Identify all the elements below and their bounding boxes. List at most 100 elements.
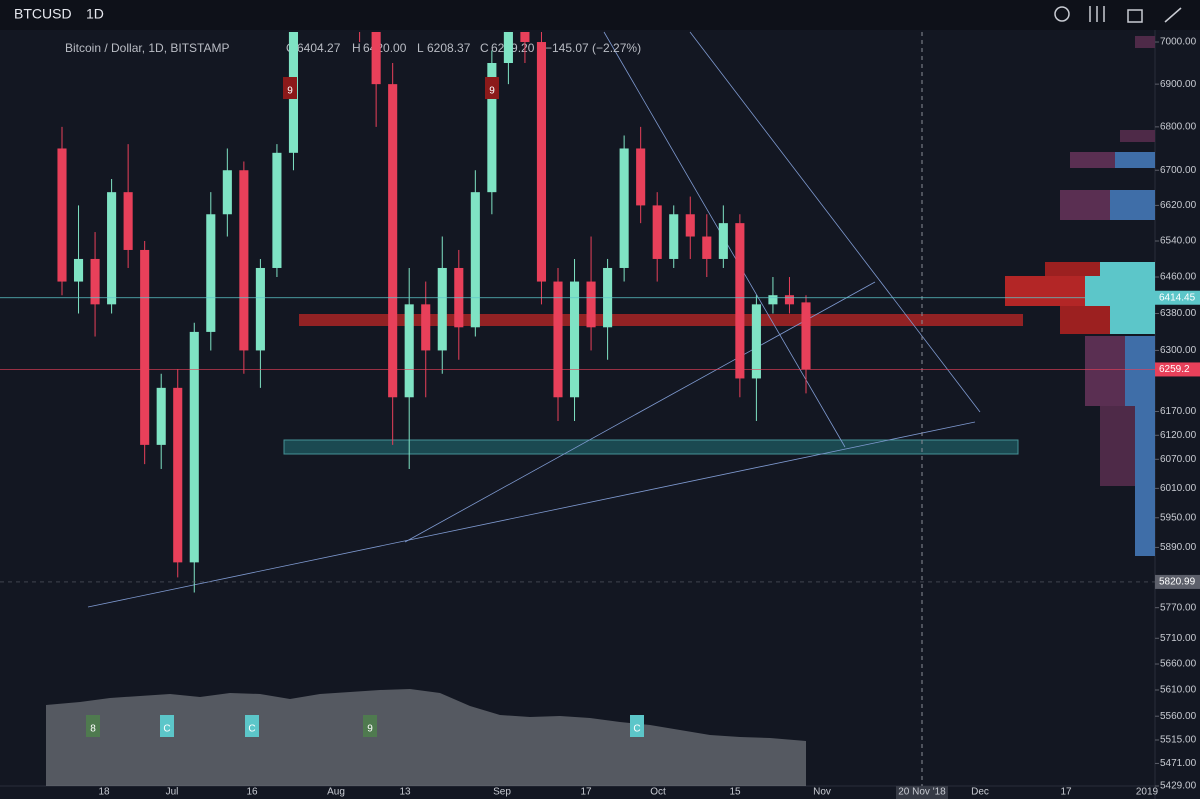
candle-body: [503, 32, 513, 64]
y-tick-label: 6900.00: [1160, 79, 1197, 90]
volume-profile: [1005, 36, 1155, 556]
y-tick-label: 6800.00: [1160, 122, 1197, 133]
candle-body: [669, 214, 679, 259]
signal-box: [485, 77, 499, 99]
y-tick-label: 6540.00: [1160, 236, 1197, 247]
price-tag: [1155, 290, 1200, 305]
legend-title: Bitcoin / Dollar, 1D, BITSTAMP: [65, 41, 230, 55]
x-tick-label: Dec: [971, 787, 989, 798]
lock-icon[interactable]: [1127, 9, 1143, 23]
support-zone[interactable]: [283, 439, 1019, 455]
legend-value: 6420.00: [363, 41, 407, 55]
signal-box: [245, 715, 259, 737]
y-tick-label: 5515.00: [1160, 735, 1197, 746]
y-tick-label: 6620.00: [1160, 200, 1197, 211]
candle-body: [536, 42, 547, 282]
x-tick-label: Jul: [166, 787, 179, 798]
price-label: 5820.99: [1159, 577, 1196, 588]
y-tick-label: 5560.00: [1160, 711, 1197, 722]
candle-body: [189, 331, 199, 563]
y-tick-label: 6010.00: [1160, 483, 1197, 494]
y-tick-label: 6300.00: [1160, 345, 1197, 356]
candle-body: [239, 170, 249, 351]
candle-body: [487, 63, 497, 193]
candle-body: [222, 170, 232, 215]
candle-body: [553, 281, 563, 398]
price-tag: [1155, 362, 1200, 377]
y-tick-label: 5950.00: [1160, 512, 1197, 523]
candle-body: [569, 281, 580, 398]
x-tick-label: 20 Nov '18: [898, 787, 946, 798]
candle-body: [388, 84, 398, 398]
candle-body: [470, 192, 480, 328]
signal-label: 8: [90, 724, 96, 735]
toolbar-icons[interactable]: [1054, 6, 1182, 23]
price-tag: [1155, 574, 1200, 589]
toolbar: [0, 0, 1200, 30]
candle-body: [702, 236, 712, 259]
x-tick-label: 18: [98, 787, 110, 798]
x-tick-label: Oct: [650, 787, 666, 798]
y-tick-label: 5429.00: [1160, 781, 1197, 792]
candle-body: [73, 258, 84, 282]
y-tick-label: 6120.00: [1160, 430, 1197, 441]
trend-lines[interactable]: [87, 31, 981, 608]
volume-area: [46, 689, 806, 786]
price-label: 6259.2: [1159, 364, 1190, 375]
candle-body: [206, 214, 216, 332]
candle-body: [751, 304, 761, 379]
candle-body: [156, 387, 166, 445]
signal-box: [363, 715, 377, 737]
candle-body: [768, 295, 778, 305]
signal-label: 9: [489, 86, 495, 97]
indicators-icon[interactable]: [1089, 6, 1105, 22]
signal-label: C: [633, 724, 640, 735]
interval[interactable]: 1D: [86, 6, 104, 22]
y-tick-label: 5770.00: [1160, 602, 1197, 613]
candle-body: [90, 258, 100, 305]
signal-box: [86, 715, 100, 737]
y-tick-label: 5471.00: [1160, 758, 1197, 769]
candle-body: [107, 192, 117, 305]
candle-body: [619, 148, 629, 268]
y-tick-label: 5710.00: [1160, 633, 1197, 644]
y-tick-label: 6170.00: [1160, 406, 1197, 417]
x-tick-label: 17: [580, 787, 592, 798]
y-tick-label: 5610.00: [1160, 685, 1197, 696]
candle-body: [801, 302, 811, 370]
price-label: 6414.45: [1159, 292, 1196, 303]
candle-body: [520, 32, 530, 43]
candle-body: [404, 304, 414, 398]
resistance-zone[interactable]: [299, 314, 1023, 326]
signal-label: C: [248, 724, 255, 735]
candle-body: [140, 249, 150, 445]
x-tick-label: 17: [1060, 787, 1072, 798]
signal-label: C: [163, 724, 170, 735]
candle-body: [371, 32, 381, 85]
symbol[interactable]: BTCUSD: [14, 6, 72, 22]
legend-value: 6404.27: [297, 41, 341, 55]
candle-body: [735, 223, 745, 379]
candle-body: [784, 295, 795, 305]
x-tick-label: Sep: [493, 787, 511, 798]
signal-box: [160, 715, 174, 737]
legend-change: −145.07 (−2.27%): [545, 41, 641, 55]
alert-icon[interactable]: [1054, 6, 1070, 22]
candle-body: [421, 304, 431, 351]
legend-label: L: [417, 41, 424, 55]
signal-box: [630, 715, 644, 737]
y-tick-label: 6700.00: [1160, 165, 1197, 176]
crosshair-tag: [896, 786, 948, 799]
candle-body: [685, 214, 695, 237]
candles: [57, 32, 811, 593]
candle-body: [173, 387, 183, 563]
y-tick-label: 5660.00: [1160, 659, 1197, 670]
candle-body: [586, 281, 596, 328]
x-tick-label: 2019: [1136, 787, 1159, 798]
draw-icon[interactable]: [1164, 7, 1182, 23]
x-tick-label: Nov: [813, 787, 831, 798]
candle-body: [437, 267, 447, 351]
y-tick-label: 5890.00: [1160, 542, 1197, 553]
x-tick-label: 15: [729, 787, 741, 798]
x-tick-label: Aug: [327, 787, 345, 798]
